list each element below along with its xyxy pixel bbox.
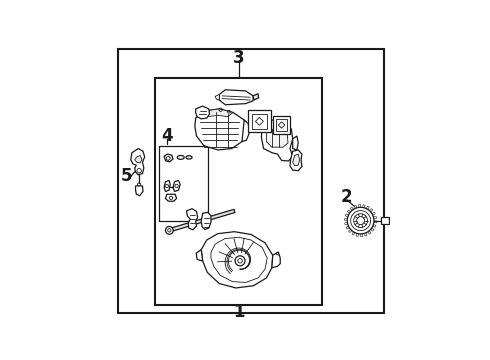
Polygon shape — [187, 209, 197, 230]
Polygon shape — [363, 205, 365, 208]
Text: 4: 4 — [162, 127, 173, 145]
Polygon shape — [352, 232, 355, 235]
Text: 2: 2 — [341, 188, 353, 206]
Text: 5: 5 — [121, 167, 133, 185]
Polygon shape — [155, 78, 322, 305]
Polygon shape — [374, 221, 377, 223]
Polygon shape — [267, 128, 288, 147]
Polygon shape — [273, 116, 291, 134]
Polygon shape — [276, 119, 287, 131]
Polygon shape — [164, 180, 170, 192]
Polygon shape — [248, 110, 270, 132]
Polygon shape — [252, 114, 267, 129]
Polygon shape — [381, 217, 389, 224]
Polygon shape — [367, 206, 369, 210]
Polygon shape — [373, 216, 376, 219]
Polygon shape — [348, 229, 352, 233]
Polygon shape — [356, 233, 359, 237]
Polygon shape — [293, 136, 298, 150]
Circle shape — [166, 226, 173, 234]
Polygon shape — [293, 154, 300, 166]
Polygon shape — [215, 94, 219, 100]
Text: 1: 1 — [233, 303, 245, 321]
Polygon shape — [166, 194, 176, 201]
Polygon shape — [135, 156, 142, 163]
Polygon shape — [278, 122, 285, 128]
Polygon shape — [164, 154, 173, 162]
Polygon shape — [211, 237, 267, 283]
Polygon shape — [290, 150, 302, 171]
Polygon shape — [346, 226, 349, 229]
Polygon shape — [166, 156, 171, 161]
Polygon shape — [118, 49, 384, 314]
Polygon shape — [369, 208, 373, 212]
Polygon shape — [361, 234, 363, 237]
Ellipse shape — [177, 156, 184, 159]
Polygon shape — [159, 146, 208, 221]
Polygon shape — [372, 212, 375, 215]
Polygon shape — [201, 232, 273, 288]
Polygon shape — [255, 117, 264, 125]
Polygon shape — [195, 109, 246, 150]
Polygon shape — [370, 228, 374, 231]
Polygon shape — [219, 90, 253, 105]
Polygon shape — [350, 207, 353, 211]
Polygon shape — [344, 222, 348, 225]
Polygon shape — [344, 218, 347, 220]
Polygon shape — [261, 120, 293, 161]
Polygon shape — [365, 233, 367, 236]
Polygon shape — [201, 212, 211, 229]
Polygon shape — [242, 120, 249, 141]
Polygon shape — [373, 225, 376, 227]
Polygon shape — [253, 94, 259, 100]
Polygon shape — [131, 149, 145, 175]
Polygon shape — [272, 252, 280, 268]
Polygon shape — [196, 106, 210, 119]
Text: 3: 3 — [233, 49, 245, 67]
Circle shape — [235, 256, 245, 266]
Polygon shape — [345, 214, 348, 217]
Polygon shape — [347, 210, 350, 213]
Circle shape — [347, 207, 374, 234]
Polygon shape — [173, 180, 180, 192]
Polygon shape — [169, 209, 235, 232]
Polygon shape — [359, 204, 361, 207]
Ellipse shape — [186, 156, 192, 159]
Polygon shape — [354, 205, 357, 208]
Polygon shape — [204, 109, 233, 117]
Polygon shape — [196, 250, 203, 261]
Polygon shape — [136, 186, 143, 195]
Polygon shape — [368, 231, 371, 234]
